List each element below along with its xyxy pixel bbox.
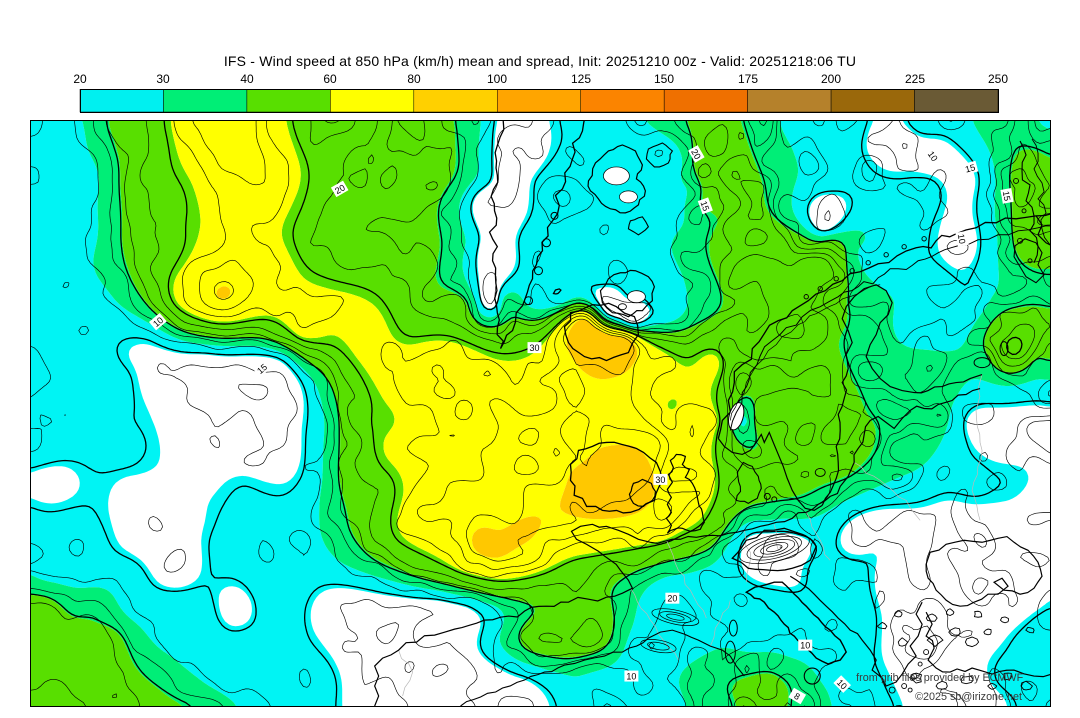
svg-text:20: 20 [333,182,347,196]
svg-text:15: 15 [1001,190,1013,202]
svg-text:30: 30 [530,343,540,353]
svg-text:10: 10 [626,672,636,682]
svg-text:20: 20 [689,147,703,161]
svg-text:15: 15 [964,162,976,174]
svg-text:10: 10 [926,149,940,163]
svg-text:10: 10 [800,641,810,651]
svg-text:10: 10 [956,233,968,245]
svg-text:30: 30 [655,475,665,485]
svg-text:20: 20 [667,594,677,604]
svg-text:8: 8 [792,691,801,702]
svg-text:15: 15 [255,362,269,376]
svg-text:15: 15 [698,200,711,213]
svg-text:©2025 sb@irizone.net: ©2025 sb@irizone.net [915,691,1022,703]
svg-text:from grib files provided by EC: from grib files provided by ECMWF [856,672,1023,684]
svg-text:10: 10 [151,315,165,329]
